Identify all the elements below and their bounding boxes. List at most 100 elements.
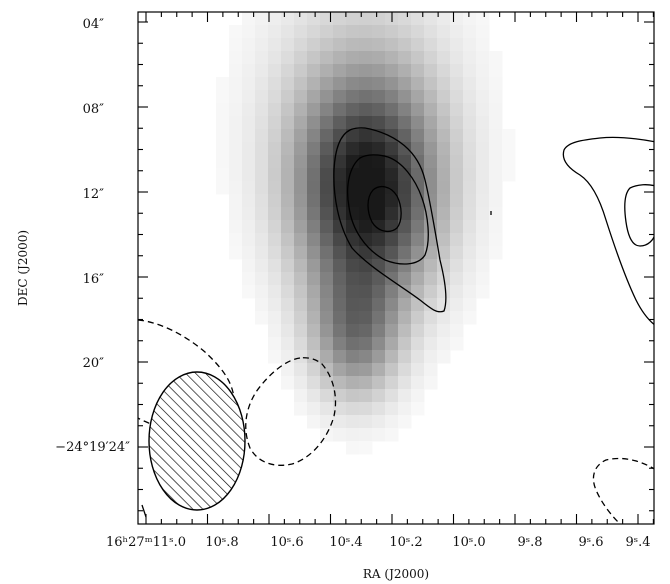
image-pixel: [372, 12, 386, 26]
plot-frame: [137, 11, 655, 525]
image-pixel: [229, 142, 243, 156]
image-pixel: [489, 51, 503, 65]
image-pixel: [424, 337, 438, 351]
image-pixel: [320, 12, 334, 26]
image-pixel: [229, 90, 243, 104]
image-pixel: [320, 376, 334, 390]
image-pixel: [307, 12, 321, 26]
image-pixel: [320, 402, 334, 416]
image-pixel: [333, 272, 347, 286]
image-pixel: [268, 194, 282, 208]
image-pixel: [372, 116, 386, 130]
image-pixel: [476, 233, 490, 247]
image-pixel: [372, 90, 386, 104]
image-pixel: [372, 285, 386, 299]
image-pixel: [346, 324, 360, 338]
image-pixel: [398, 298, 412, 312]
image-pixel: [320, 389, 334, 403]
image-pixel: [333, 311, 347, 325]
image-pixel: [502, 142, 516, 156]
image-pixel: [450, 64, 464, 78]
image-pixel: [372, 428, 386, 442]
y-axis-title: DEC (J2000): [16, 230, 30, 306]
image-pixel: [489, 207, 503, 221]
image-pixel: [450, 103, 464, 117]
image-pixel: [216, 129, 230, 143]
image-pixel: [372, 51, 386, 65]
image-pixel: [294, 337, 308, 351]
image-pixel: [463, 272, 477, 286]
image-pixel: [411, 402, 425, 416]
image-pixel: [437, 194, 451, 208]
image-pixel: [437, 38, 451, 52]
image-pixel: [307, 207, 321, 221]
image-pixel: [294, 142, 308, 156]
image-pixel: [463, 233, 477, 247]
image-pixel: [229, 116, 243, 130]
image-pixel: [229, 181, 243, 195]
image-pixel: [385, 246, 399, 260]
image-pixel: [333, 155, 347, 169]
image-pixel: [307, 298, 321, 312]
image-pixel: [489, 90, 503, 104]
image-pixel: [281, 25, 295, 39]
image-pixel: [411, 220, 425, 234]
image-pixel: [372, 350, 386, 364]
image-pixel: [242, 259, 256, 273]
image-pixel: [281, 38, 295, 52]
image-pixel: [307, 181, 321, 195]
image-pixel: [359, 324, 373, 338]
image-pixel: [255, 129, 269, 143]
image-pixel: [294, 129, 308, 143]
image-pixel: [307, 415, 321, 429]
image-pixel: [489, 142, 503, 156]
image-pixel: [333, 233, 347, 247]
image-pixel: [424, 194, 438, 208]
image-pixel: [411, 116, 425, 130]
image-pixel: [346, 38, 360, 52]
image-pixel: [463, 207, 477, 221]
image-pixel: [333, 64, 347, 78]
image-pixel: [437, 337, 451, 351]
image-pixel: [489, 181, 503, 195]
image-pixel: [333, 38, 347, 52]
image-pixel: [476, 116, 490, 130]
image-pixel: [411, 90, 425, 104]
image-pixel: [307, 272, 321, 286]
image-pixel: [281, 272, 295, 286]
x-tick-label: 9ˢ.6: [578, 535, 603, 550]
image-pixel: [385, 90, 399, 104]
image-pixel: [268, 168, 282, 182]
image-pixel: [255, 220, 269, 234]
image-pixel: [450, 233, 464, 247]
image-pixel: [242, 220, 256, 234]
image-pixel: [294, 103, 308, 117]
image-pixel: [281, 155, 295, 169]
image-pixel: [398, 285, 412, 299]
axis-ticks: [138, 12, 654, 524]
image-pixel: [229, 64, 243, 78]
image-pixel: [359, 402, 373, 416]
image-pixel: [294, 181, 308, 195]
image-pixel: [463, 259, 477, 273]
image-pixel: [281, 376, 295, 390]
image-pixel: [281, 363, 295, 377]
image-pixel: [294, 155, 308, 169]
image-pixel: [229, 155, 243, 169]
image-pixel: [463, 168, 477, 182]
image-pixel: [307, 259, 321, 273]
image-pixel: [255, 168, 269, 182]
image-pixel: [372, 311, 386, 325]
image-pixel: [424, 298, 438, 312]
image-pixel: [307, 90, 321, 104]
image-pixel: [294, 272, 308, 286]
image-pixel: [476, 64, 490, 78]
image-pixel: [450, 12, 464, 26]
image-pixel: [476, 246, 490, 260]
image-pixel: [242, 116, 256, 130]
image-pixel: [372, 64, 386, 78]
image-pixel: [242, 38, 256, 52]
image-pixel: [281, 142, 295, 156]
image-pixel: [216, 90, 230, 104]
image-pixel: [216, 142, 230, 156]
